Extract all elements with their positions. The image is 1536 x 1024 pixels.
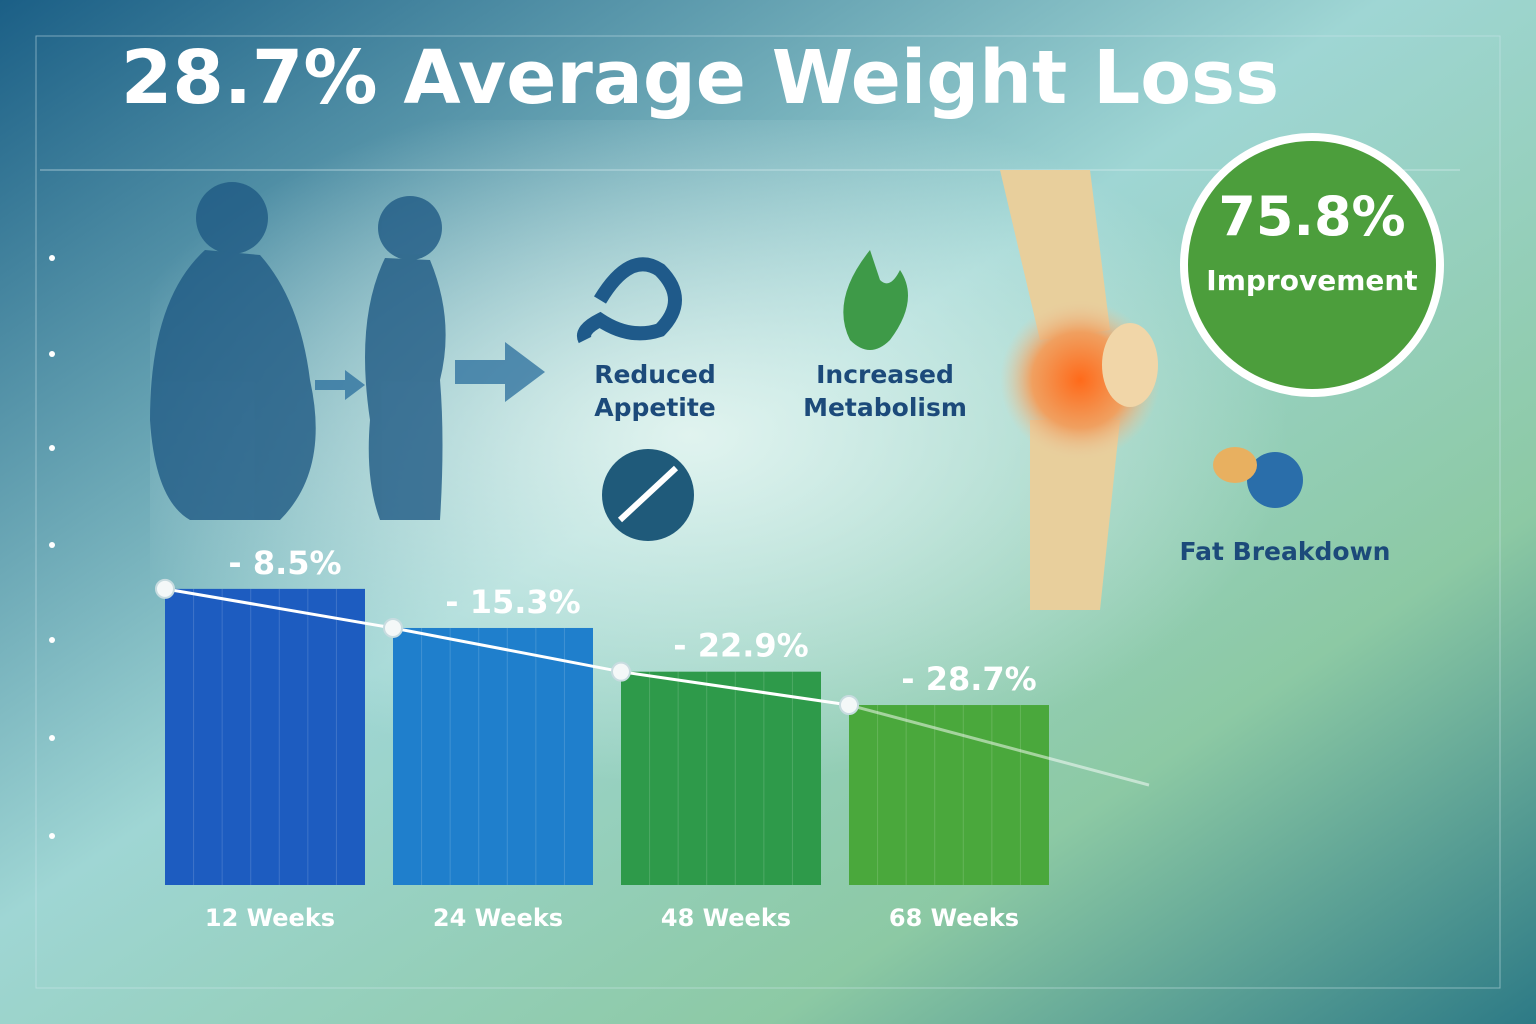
- benefit-label: Increased Metabolism: [803, 360, 967, 422]
- trend-tail: [848, 703, 1150, 787]
- callout-circle: [1180, 133, 1444, 397]
- silhouettes: [150, 182, 446, 520]
- trend-point: [611, 661, 631, 682]
- fat-icon: [1247, 452, 1303, 508]
- callout-label: Improvement: [1206, 264, 1417, 297]
- x-tick-label: 48 Weeks: [661, 904, 791, 932]
- benefit-label: Fat Breakdown: [1179, 537, 1391, 566]
- trend-point: [155, 578, 175, 599]
- benefit-label: Reduced Appetite: [594, 360, 716, 422]
- x-tick-label: 12 Weeks: [205, 904, 335, 932]
- bar: [849, 705, 1049, 885]
- value-label: - 15.3%: [445, 583, 580, 621]
- x-tick-label: 68 Weeks: [889, 904, 1019, 932]
- trend-line: [164, 587, 850, 707]
- bar: [621, 671, 821, 885]
- bar: [393, 627, 593, 885]
- value-label: - 28.7%: [901, 660, 1036, 698]
- stomach-icon: [577, 257, 682, 344]
- chart-title: 28.7% Average Weight Loss: [121, 35, 1279, 121]
- trend-point: [839, 695, 859, 716]
- bar: [165, 588, 365, 885]
- callout-value: 75.8%: [1218, 185, 1405, 248]
- axis-dots: [49, 255, 55, 839]
- flame-icon: [843, 250, 908, 350]
- fat-icon-cell: [1213, 447, 1257, 483]
- frame: [35, 35, 1501, 989]
- value-label: - 22.9%: [673, 627, 808, 665]
- diet-icon-slash: [617, 465, 679, 523]
- value-label: - 8.5%: [228, 544, 341, 582]
- trend-point: [383, 617, 403, 638]
- x-tick-label: 24 Weeks: [433, 904, 563, 932]
- arrows: [315, 342, 545, 402]
- knee-illustration: [1000, 170, 1160, 610]
